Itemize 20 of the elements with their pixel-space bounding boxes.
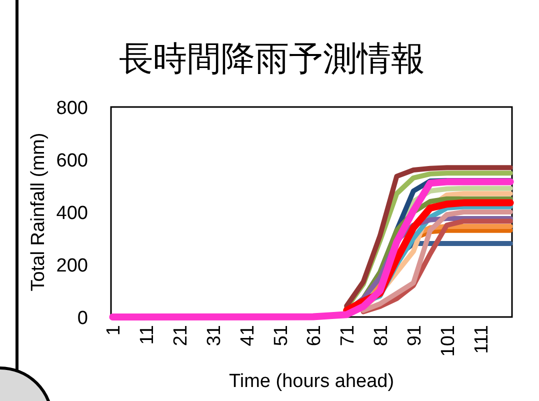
- y-tick-label: 800: [56, 98, 88, 119]
- x-tick-label: 1: [104, 325, 125, 336]
- y-tick-label: 0: [77, 308, 88, 329]
- x-tick-label: 41: [237, 325, 258, 346]
- x-tick-label: 91: [404, 325, 426, 346]
- x-tick-label: 21: [170, 325, 192, 346]
- y-axis-title: Total Rainfall (mm): [28, 132, 49, 292]
- y-tick-label: 200: [56, 256, 88, 276]
- x-tick-label: 71: [338, 325, 359, 346]
- x-tick-label: 51: [270, 325, 292, 346]
- x-tick-label: 101: [438, 325, 459, 357]
- x-tick-label: 31: [204, 325, 225, 346]
- y-tick-label: 600: [56, 150, 88, 172]
- chart-title: 長時間降雨予測情報: [119, 40, 425, 78]
- x-tick-label: 61: [304, 325, 326, 346]
- x-tick-label: 81: [371, 325, 392, 346]
- x-axis-title: Time (hours ahead): [228, 371, 394, 392]
- x-tick-label: 11: [137, 325, 158, 345]
- y-tick-label: 400: [56, 203, 88, 224]
- x-tick-label: 111: [471, 325, 492, 354]
